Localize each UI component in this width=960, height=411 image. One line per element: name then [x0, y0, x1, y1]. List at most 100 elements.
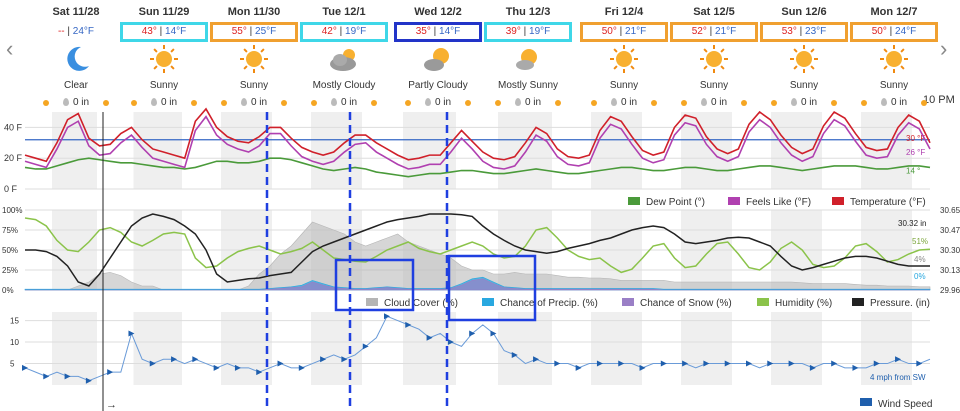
rain-drop-icon — [514, 98, 521, 106]
legend-label: Feels Like (°F) — [746, 197, 811, 208]
wind-arrow — [277, 360, 284, 367]
rain-drop-icon — [424, 98, 431, 106]
sunset-marker — [465, 100, 471, 106]
wind-arrow — [618, 360, 625, 367]
rain-drop-icon — [880, 98, 887, 106]
rain-drop-icon — [240, 98, 247, 106]
wind-arrow — [256, 369, 263, 376]
series-line — [24, 315, 931, 382]
low-temp: 21°F — [625, 26, 647, 37]
day-column[interactable]: Tue 12/1 42° | 19°F Mostly Cloudy 0 in — [298, 0, 390, 108]
night-band — [52, 112, 97, 189]
wind-arrow — [703, 360, 710, 367]
day-column[interactable]: Sat 12/5 52° | 21°F Sunny 0 in — [668, 0, 760, 108]
high-temp: 42° — [321, 26, 337, 37]
day-temps: 35° | 14°F — [394, 22, 482, 42]
legend-label: Chance of Snow (%) — [640, 298, 732, 309]
day-precip: 0 in — [758, 97, 850, 108]
sunset-marker — [831, 100, 837, 106]
day-precip: 0 in — [118, 97, 210, 108]
day-temps: -- | 24°F — [57, 26, 95, 37]
wind-arrow — [447, 339, 454, 346]
annotation-box — [334, 258, 415, 312]
legend-label: Pressure. (in) — [870, 298, 930, 309]
day-condition: Mostly Sunny — [497, 80, 559, 91]
day-column[interactable]: Sat 11/28 -- | 24°F Clear 0 in — [30, 0, 122, 108]
day-condition: Sunny — [879, 80, 909, 91]
wind-arrow — [22, 364, 28, 371]
annotation-box — [447, 254, 537, 322]
series-end-label: 4 mph from SW — [870, 373, 926, 382]
day-temps: 50° | 24°F — [850, 22, 938, 42]
day-column[interactable]: Mon 12/7 50° | 24°F Sunny 0 in — [848, 0, 940, 108]
series-end-label: 30.32 in — [898, 219, 926, 228]
wind-arrow — [107, 369, 114, 376]
sunset-marker — [921, 100, 927, 106]
rain-drop-icon — [62, 98, 69, 106]
y-tick-label: 20 F — [4, 153, 23, 163]
low-temp: 19°F — [345, 26, 367, 37]
rain-drop-icon — [330, 98, 337, 106]
high-temp: 53° — [781, 26, 797, 37]
day-condition: Clear — [64, 80, 88, 91]
day-date: Mon 12/7 — [870, 6, 918, 18]
night-band — [498, 312, 552, 385]
wind-arrow — [426, 334, 433, 341]
series-end-label: 51% — [912, 237, 928, 246]
sun-icon — [880, 45, 908, 73]
day-temps: 55° | 25°F — [210, 22, 298, 42]
day-condition: Partly Cloudy — [408, 80, 468, 91]
legend-label: Wind Speed — [878, 399, 932, 410]
partly-cloudy-icon — [424, 48, 449, 71]
right-tick-label: 30.65 — [940, 206, 960, 215]
sunset-marker — [281, 100, 287, 106]
legend-swatch — [622, 298, 634, 306]
legend-swatch — [728, 197, 740, 205]
day-column[interactable]: Wed 12/2 35° | 14°F Partly Cloudy 0 in — [392, 0, 484, 108]
day-temps: 43° | 14°F — [120, 22, 208, 42]
y-tick-label: 0 F — [4, 184, 18, 194]
y-tick-label: 15 — [10, 317, 19, 326]
low-temp: 19°F — [529, 26, 551, 37]
legend-label: Humidity (%) — [775, 298, 832, 309]
wind-arrow — [43, 373, 50, 380]
night-band — [311, 312, 362, 385]
day-column[interactable]: Mon 11/30 55° | 25°F Sunny 0 in — [208, 0, 300, 108]
next-arrow[interactable]: › — [940, 36, 948, 61]
wind-arrow — [895, 356, 902, 363]
day-column[interactable]: Sun 11/29 43° | 14°F Sunny 0 in — [118, 0, 210, 108]
mostly-cloudy-icon — [330, 49, 356, 71]
legend-label: Dew Point (°) — [646, 197, 705, 208]
day-temps: 50° | 21°F — [580, 22, 668, 42]
series-end-label: 0% — [914, 272, 926, 281]
prev-arrow[interactable]: ‹ — [6, 36, 14, 61]
high-temp: -- — [57, 26, 65, 37]
wind-arrow — [852, 364, 859, 371]
day-date: Thu 12/3 — [505, 6, 551, 18]
day-temps: 39° | 19°F — [484, 22, 572, 42]
legend-swatch — [482, 298, 494, 306]
wind-arrow — [405, 321, 412, 328]
series-area — [25, 278, 930, 291]
day-column[interactable]: Fri 12/4 50° | 21°F Sunny 0 in — [578, 0, 670, 108]
sunrise-marker — [495, 100, 501, 106]
wind-arrow — [469, 330, 476, 337]
wind-arrow — [362, 343, 369, 350]
wind-arrow — [788, 360, 795, 367]
day-precip: 0 in — [298, 97, 390, 108]
wind-arrow — [490, 330, 497, 337]
legend-swatch — [832, 197, 844, 205]
day-column[interactable]: Sun 12/6 53° | 23°F Sunny 0 in — [758, 0, 850, 108]
day-condition: Sunny — [699, 80, 729, 91]
series-line — [25, 213, 930, 287]
legend-swatch — [757, 298, 769, 306]
day-column[interactable]: Thu 12/3 39° | 19°F Mostly Sunny 0 in — [482, 0, 574, 108]
moon-icon — [67, 46, 89, 71]
wind-arrow — [213, 364, 220, 371]
y-tick-label: 40 F — [4, 122, 23, 132]
sunrise-marker — [681, 100, 687, 106]
wind-arrow — [916, 360, 923, 367]
wind-arrow — [682, 360, 689, 367]
wind-arrow — [234, 364, 241, 371]
